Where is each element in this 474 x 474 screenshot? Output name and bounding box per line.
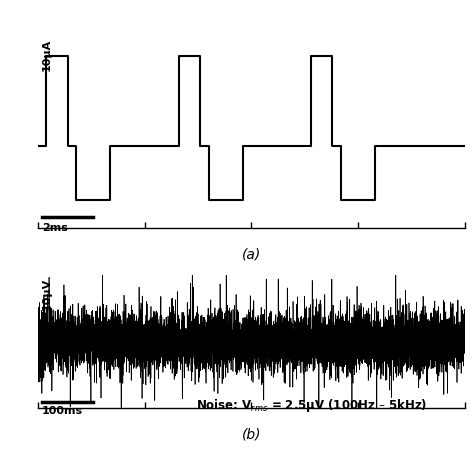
Text: 2ms: 2ms bbox=[42, 223, 68, 233]
Text: 100ms: 100ms bbox=[42, 406, 83, 416]
Text: Noise: V$_{rms}$ = 2.5μV (100Hz – 5kHz): Noise: V$_{rms}$ = 2.5μV (100Hz – 5kHz) bbox=[196, 397, 427, 414]
Text: 10μA: 10μA bbox=[42, 38, 52, 71]
Text: 10μV: 10μV bbox=[42, 278, 52, 310]
Text: (a): (a) bbox=[242, 247, 261, 262]
Text: (b): (b) bbox=[241, 428, 261, 442]
